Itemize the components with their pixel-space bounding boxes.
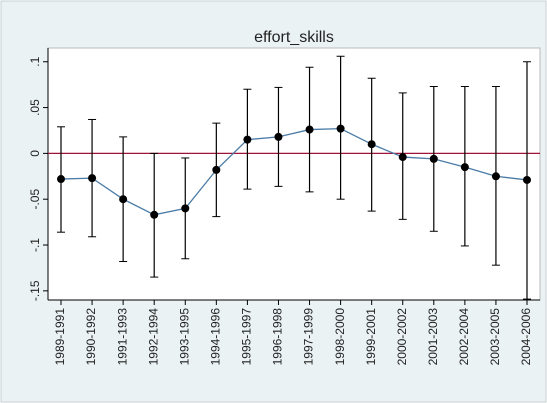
x-tick-label: 1991-1993 [115, 308, 129, 366]
x-tick-label: 1993-1995 [177, 308, 191, 366]
marker [429, 154, 438, 163]
x-tick-label: 2000-2002 [395, 308, 409, 366]
marker [212, 165, 221, 174]
x-tick-label: 2003-2005 [488, 308, 502, 366]
x-tick-label: 2002-2004 [457, 308, 471, 366]
x-tick-label: 1997-1999 [302, 308, 316, 366]
marker [181, 204, 190, 213]
y-tick-label: 0 [28, 150, 42, 157]
x-tick-label: 1994-1996 [209, 308, 223, 366]
marker [305, 125, 314, 134]
x-tick-label: 1996-1998 [271, 308, 285, 366]
plot-area [47, 47, 541, 301]
marker [398, 153, 407, 162]
marker [119, 195, 128, 204]
line [60, 127, 528, 216]
x-tick-label: 1989-1991 [53, 308, 67, 366]
marker [491, 172, 500, 181]
marker [336, 124, 345, 133]
marker [523, 175, 531, 184]
marker [367, 140, 376, 149]
marker [460, 163, 469, 172]
x-tick-label: 1995-1997 [240, 308, 254, 366]
x-tick-label: 2001-2003 [426, 308, 440, 366]
chart-title: effort_skills [254, 29, 334, 46]
x-tick-label: 1998-2000 [333, 308, 347, 366]
x-tick-label: 2004-2006 [519, 308, 533, 366]
marker [274, 132, 283, 141]
y-tick-label: .1 [28, 56, 42, 66]
marker [57, 175, 65, 184]
y-tick-label: -.15 [28, 280, 42, 301]
marker [88, 174, 97, 183]
y-tick-label: -.1 [28, 238, 42, 252]
y-tick-label: -.05 [28, 189, 42, 210]
marker [150, 210, 159, 219]
x-tick-label: 1999-2001 [364, 308, 378, 366]
x-tick-label: 1992-1994 [146, 308, 160, 366]
x-tick-label: 1990-1992 [84, 308, 98, 366]
marker [243, 135, 252, 144]
y-tick-label: .05 [28, 99, 42, 116]
